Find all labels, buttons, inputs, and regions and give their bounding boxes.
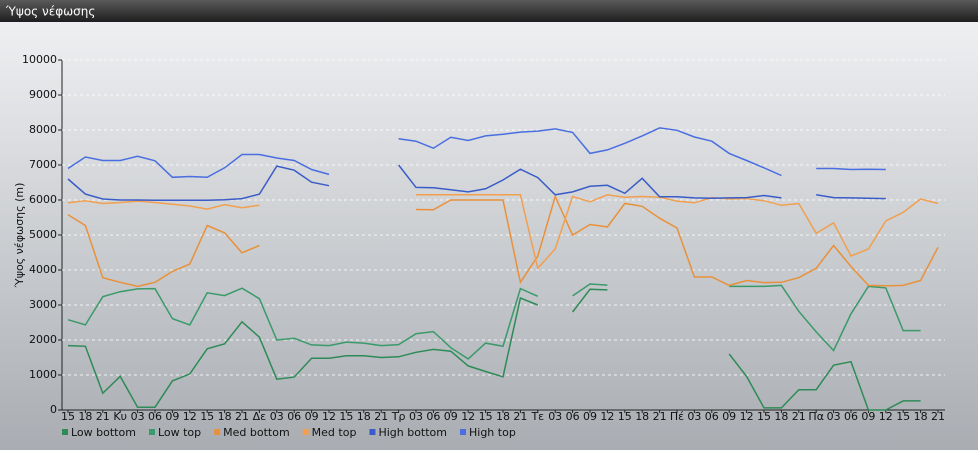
x-tick-label: 12 xyxy=(740,410,754,423)
y-tick-label: 1000 xyxy=(29,368,57,381)
x-tick-label: 21 xyxy=(235,410,249,423)
x-tick-label: 18 xyxy=(914,410,928,423)
x-tick-label: 21 xyxy=(513,410,527,423)
x-tick-label: 12 xyxy=(322,410,336,423)
x-tick-label: 06 xyxy=(148,410,162,423)
x-tick-label: 15 xyxy=(479,410,493,423)
x-tick-label: 06 xyxy=(426,410,440,423)
y-tick-label: 6000 xyxy=(29,193,57,206)
y-tick-label: 2000 xyxy=(29,333,57,346)
x-tick-label: 03 xyxy=(548,410,562,423)
x-tick-label: 12 xyxy=(183,410,197,423)
y-tick-label: 9000 xyxy=(29,88,57,101)
legend-swatch xyxy=(460,429,466,435)
x-tick-label: 09 xyxy=(165,410,179,423)
series-line xyxy=(67,127,886,179)
x-tick-label: 21 xyxy=(653,410,667,423)
series-line xyxy=(67,288,921,411)
x-tick-label: 18 xyxy=(218,410,232,423)
title-bar xyxy=(0,0,978,22)
x-tick-label: 06 xyxy=(705,410,719,423)
y-tick-label: 8000 xyxy=(29,123,57,136)
x-tick-label: Κυ xyxy=(113,410,127,423)
x-tick-label: 03 xyxy=(131,410,145,423)
x-tick-label: Δε xyxy=(253,410,267,423)
x-tick-label: 06 xyxy=(566,410,580,423)
x-tick-label: Πέ xyxy=(670,410,684,423)
x-tick-label: 18 xyxy=(774,410,788,423)
x-tick-label: 09 xyxy=(444,410,458,423)
series-line xyxy=(67,283,921,360)
x-tick-label: 21 xyxy=(96,410,110,423)
x-tick-label: 15 xyxy=(896,410,910,423)
x-tick-label: 21 xyxy=(931,410,945,423)
x-tick-label: Τρ xyxy=(391,410,406,423)
x-tick-label: 15 xyxy=(618,410,632,423)
x-tick-label: 15 xyxy=(339,410,353,423)
y-tick-label: 7000 xyxy=(29,158,57,171)
x-tick-label: 18 xyxy=(496,410,510,423)
series-line xyxy=(67,164,886,202)
x-tick-label: 06 xyxy=(287,410,301,423)
x-tick-label: 12 xyxy=(600,410,614,423)
x-tick-label: 15 xyxy=(61,410,75,423)
legend-swatch xyxy=(369,429,376,435)
x-tick-label: 06 xyxy=(844,410,858,423)
x-tick-label: 09 xyxy=(861,410,875,423)
x-tick-label: 21 xyxy=(374,410,388,423)
legend-label: Low bottom xyxy=(71,426,136,439)
x-tick-label: 15 xyxy=(200,410,214,423)
x-tick-label: 12 xyxy=(461,410,475,423)
x-tick-label: 18 xyxy=(78,410,92,423)
x-tick-label: 09 xyxy=(583,410,597,423)
legend-label: High bottom xyxy=(378,426,447,439)
x-tick-label: Πα xyxy=(808,410,824,423)
x-tick-label: 18 xyxy=(635,410,649,423)
y-tick-label: 3000 xyxy=(29,298,57,311)
legend-swatch xyxy=(148,429,155,435)
y-tick-label: 0 xyxy=(50,403,57,416)
series-line xyxy=(67,194,939,270)
x-tick-label: 03 xyxy=(827,410,841,423)
x-tick-label: Τε xyxy=(530,410,544,423)
legend-swatch xyxy=(62,429,68,435)
legend-label: Low top xyxy=(158,426,201,439)
x-tick-label: 03 xyxy=(409,410,423,423)
x-tick-label: 15 xyxy=(757,410,771,423)
x-tick-label: 03 xyxy=(687,410,701,423)
legend-label: High top xyxy=(469,426,516,439)
y-tick-label: 5000 xyxy=(29,228,57,241)
x-tick-label: 09 xyxy=(305,410,319,423)
window-title: Ύψος νέφωσης xyxy=(5,5,95,19)
x-tick-label: 21 xyxy=(792,410,806,423)
legend-swatch xyxy=(302,429,309,435)
legend-label: Med bottom xyxy=(223,426,290,439)
x-tick-label: 18 xyxy=(357,410,371,423)
y-axis-label: Ύψος νέφωσης (m) xyxy=(13,183,26,289)
x-tick-label: 03 xyxy=(270,410,284,423)
legend-label: Med top xyxy=(312,426,357,439)
y-tick-label: 10000 xyxy=(22,53,57,66)
x-tick-label: 09 xyxy=(722,410,736,423)
series-line xyxy=(67,194,939,288)
legend-swatch xyxy=(214,429,221,435)
x-tick-label: 12 xyxy=(879,410,893,423)
y-tick-label: 4000 xyxy=(29,263,57,276)
